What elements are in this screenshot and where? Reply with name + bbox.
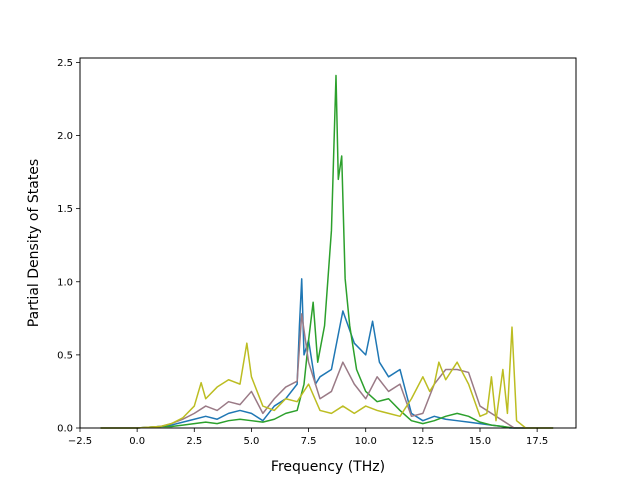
y-tick-label: 2.5 bbox=[57, 58, 73, 69]
y-axis-ticks: 0.0 0.5 1.0 1.5 2.0 2.5 bbox=[57, 58, 80, 435]
y-tick-label: 1.0 bbox=[57, 277, 73, 288]
y-tick-label: 1.5 bbox=[57, 204, 73, 215]
pdos-series-line-4 bbox=[100, 326, 554, 429]
x-tick-label: 7.5 bbox=[301, 436, 317, 447]
x-tick-label: 0.0 bbox=[129, 436, 145, 447]
y-axis-label: Partial Density of States bbox=[26, 159, 42, 327]
x-tick-label: 17.5 bbox=[526, 436, 548, 447]
x-axis-ticks: −2.5 0.0 2.5 5.0 7.5 10.0 12.5 15.0 17.5 bbox=[68, 428, 548, 447]
plot-frame bbox=[79, 57, 577, 429]
pdos-series-line-3 bbox=[100, 313, 554, 429]
pdos-series-line-2 bbox=[100, 74, 554, 429]
x-tick-label: 5.0 bbox=[243, 436, 259, 447]
x-tick-label: 15.0 bbox=[469, 436, 491, 447]
y-tick-label: 2.0 bbox=[57, 131, 73, 142]
x-tick-label: 2.5 bbox=[186, 436, 202, 447]
y-tick-label: 0.5 bbox=[57, 350, 73, 361]
x-tick-label: 12.5 bbox=[412, 436, 434, 447]
x-tick-label: 10.0 bbox=[355, 436, 377, 447]
series-layer bbox=[100, 74, 554, 429]
x-tick-label: −2.5 bbox=[68, 436, 92, 447]
x-axis-label: Frequency (THz) bbox=[271, 459, 385, 475]
y-tick-label: 0.0 bbox=[57, 424, 73, 435]
pdos-series-line-1 bbox=[100, 278, 554, 429]
